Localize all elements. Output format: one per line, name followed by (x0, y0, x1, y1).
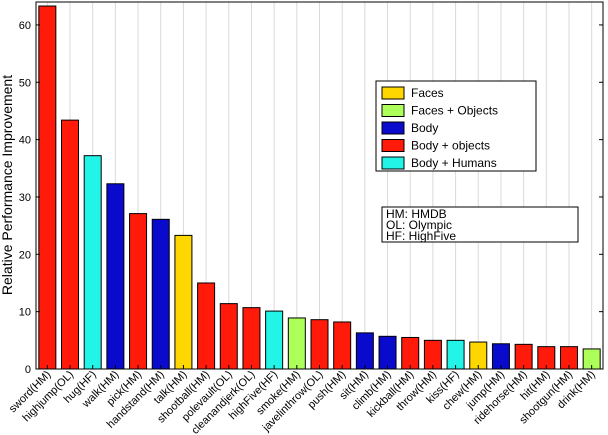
y-tick-label: 50 (19, 77, 31, 89)
y-tick-label: 10 (19, 307, 31, 319)
grid-lines (46, 2, 593, 369)
legend-swatch (381, 156, 405, 170)
y-tick-label: 40 (19, 135, 31, 147)
y-tick-label: 60 (19, 20, 31, 32)
bar (129, 213, 148, 370)
bar (197, 282, 216, 370)
y-tick-label: 20 (19, 249, 31, 261)
bar (106, 183, 125, 370)
bar (333, 321, 352, 370)
bar (38, 5, 57, 370)
y-tick-label: 30 (19, 192, 31, 204)
bar (355, 332, 374, 370)
bar (446, 339, 465, 370)
bar (310, 319, 329, 370)
legend-swatch (381, 86, 405, 100)
bar (401, 336, 420, 370)
bar (151, 218, 170, 370)
legend-label: Faces (411, 86, 444, 100)
y-axis-title: Relative Performance Improvement (0, 75, 15, 295)
x-axis: sword(HM)highjump(OL)hug(HF)walk(HM)pick… (7, 365, 598, 435)
note-line-hmdb: HM: HMDB (386, 207, 447, 221)
legend-swatch (381, 139, 405, 152)
legend-label: Body + Humans (411, 156, 497, 170)
abbreviation-note: HM: HMDB OL: Olympic HF: HighFive (381, 206, 579, 243)
y-axis: 0 10 20 30 40 50 60 (19, 20, 603, 376)
legend-label: Body + objects (411, 139, 490, 153)
bar (423, 339, 442, 370)
legend-label: Faces + Objects (411, 104, 498, 118)
legend-swatch (381, 104, 405, 117)
bar (469, 341, 488, 370)
y-tick-label: 0 (25, 364, 31, 376)
bar (242, 307, 261, 370)
legend-label: Body (411, 121, 438, 135)
note-line-olympic: OL: Olympic (386, 218, 452, 232)
bar (378, 335, 397, 370)
bar (265, 310, 284, 370)
bar (174, 234, 193, 370)
bars (38, 5, 601, 370)
legend: Faces Faces + Objects Body Body + objects Bo… (375, 80, 537, 172)
note-box (381, 206, 579, 243)
bar (83, 155, 102, 370)
note-line-highfive: HF: HighFive (386, 229, 456, 243)
bar (219, 303, 238, 370)
bar (61, 119, 80, 370)
bar (287, 317, 306, 370)
legend-swatch (381, 121, 405, 135)
